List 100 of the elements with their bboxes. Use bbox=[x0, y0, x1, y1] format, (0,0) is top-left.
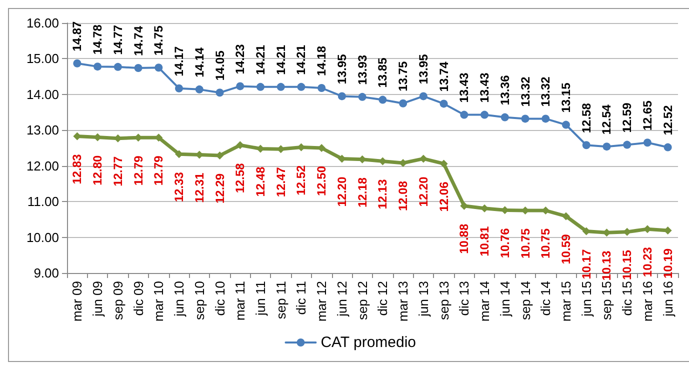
data-label: 10.19 bbox=[660, 248, 675, 279]
data-label: 12.58 bbox=[579, 102, 594, 134]
point bbox=[440, 160, 448, 168]
data-label: 14.75 bbox=[152, 25, 166, 56]
data-label: 14.05 bbox=[212, 50, 227, 81]
data-label: 12.79 bbox=[152, 155, 166, 186]
point bbox=[460, 110, 468, 119]
data-label: 13.75 bbox=[396, 61, 410, 92]
data-label: 12.80 bbox=[90, 154, 105, 186]
x-tick-label: jun 10 bbox=[172, 281, 187, 318]
y-tick-label: 14.00 bbox=[26, 86, 59, 102]
data-label: 14.87 bbox=[70, 21, 84, 52]
data-label: 14.17 bbox=[172, 46, 186, 76]
point bbox=[297, 82, 306, 91]
point bbox=[378, 96, 387, 104]
data-label: 14.21 bbox=[274, 44, 288, 75]
data-label: 13.15 bbox=[558, 82, 573, 113]
data-label: 12.18 bbox=[355, 177, 370, 208]
x-tick-label: dic 13 bbox=[456, 281, 472, 316]
data-label: 12.79 bbox=[131, 155, 146, 186]
x-tick-label: jun 16 bbox=[660, 281, 676, 318]
data-label: 14.18 bbox=[314, 46, 329, 76]
data-label: 10.75 bbox=[518, 228, 532, 259]
x-tick-label: mar 12 bbox=[314, 281, 330, 322]
point bbox=[562, 120, 570, 129]
data-label: 14.77 bbox=[110, 24, 125, 55]
point bbox=[236, 82, 244, 90]
point bbox=[154, 64, 163, 72]
data-label: 12.29 bbox=[212, 173, 227, 204]
data-label: 14.21 bbox=[294, 44, 308, 75]
data-label: 13.36 bbox=[498, 74, 512, 106]
data-label: 12.06 bbox=[436, 181, 451, 212]
data-label: 10.81 bbox=[478, 226, 492, 256]
x-tick-label: dic 11 bbox=[294, 281, 309, 315]
data-label: 12.48 bbox=[253, 166, 268, 197]
x-tick-label: jun 11 bbox=[252, 281, 268, 316]
x-tick-label: sep 09 bbox=[110, 281, 126, 320]
data-label: 13.32 bbox=[518, 76, 532, 107]
data-label: 13.85 bbox=[376, 57, 390, 88]
x-tick-label: sep 13 bbox=[436, 281, 452, 320]
point bbox=[643, 138, 652, 147]
x-tick-label: mar 10 bbox=[151, 281, 166, 322]
x-tick-label: jun 15 bbox=[578, 281, 594, 318]
data-label: 10.75 bbox=[538, 228, 553, 259]
data-label: 12.20 bbox=[416, 176, 430, 207]
data-label: 12.83 bbox=[70, 154, 84, 184]
point bbox=[195, 85, 204, 94]
x-tick-label: jun 14 bbox=[497, 281, 512, 318]
point bbox=[500, 113, 509, 122]
x-tick-label: sep 12 bbox=[354, 281, 370, 320]
data-label: 13.74 bbox=[436, 61, 451, 92]
data-label: 13.93 bbox=[355, 54, 370, 85]
point bbox=[419, 154, 428, 163]
data-label: 13.32 bbox=[538, 76, 553, 107]
x-tick-label: dic 15 bbox=[620, 281, 635, 316]
data-label: 10.13 bbox=[600, 250, 614, 281]
y-tick-label: 11.00 bbox=[27, 194, 59, 210]
data-label: 12.20 bbox=[334, 176, 349, 207]
y-tick-label: 16.00 bbox=[26, 16, 59, 30]
data-label: 12.13 bbox=[376, 178, 390, 210]
point bbox=[73, 59, 82, 68]
x-tick-label: mar 13 bbox=[396, 281, 411, 322]
x-tick-label: mar 09 bbox=[70, 281, 85, 322]
data-label: 12.54 bbox=[600, 104, 614, 135]
y-tick-label: 10.00 bbox=[26, 230, 59, 245]
data-label: 12.52 bbox=[660, 104, 675, 136]
x-tick-label: jun 09 bbox=[90, 281, 106, 318]
point bbox=[358, 92, 366, 101]
y-tick-label: 13.00 bbox=[26, 122, 59, 138]
data-label: 12.33 bbox=[172, 172, 186, 202]
point bbox=[562, 212, 570, 220]
data-label: 12.59 bbox=[620, 102, 634, 133]
data-label: 12.31 bbox=[192, 172, 206, 203]
data-label: 14.21 bbox=[253, 44, 268, 75]
data-label: 12.77 bbox=[110, 156, 125, 186]
data-label: 14.23 bbox=[233, 44, 248, 74]
data-label: 13.43 bbox=[457, 72, 472, 103]
data-label: 13.95 bbox=[334, 54, 349, 84]
point bbox=[94, 62, 102, 71]
data-label: 12.58 bbox=[233, 162, 248, 194]
x-tick-label: mar 14 bbox=[477, 281, 492, 322]
point bbox=[338, 92, 346, 100]
data-label: 10.17 bbox=[579, 248, 594, 280]
data-label: 14.14 bbox=[192, 47, 206, 78]
x-tick-label: dic 12 bbox=[375, 281, 390, 316]
point bbox=[602, 142, 611, 151]
x-tick-label: dic 14 bbox=[538, 281, 554, 316]
data-label: 12.47 bbox=[274, 166, 288, 198]
data-label: 10.88 bbox=[457, 224, 472, 254]
point bbox=[664, 143, 672, 152]
y-tick-label: 9.00 bbox=[34, 266, 59, 280]
data-label: 14.78 bbox=[90, 24, 105, 55]
x-tick-label: mar 11 bbox=[232, 281, 248, 320]
data-label: 12.65 bbox=[640, 100, 654, 131]
x-tick-label: dic 09 bbox=[130, 281, 146, 316]
point bbox=[175, 84, 184, 92]
x-tick-label: sep 15 bbox=[599, 281, 614, 320]
point bbox=[521, 114, 530, 123]
data-label: 12.52 bbox=[294, 164, 308, 196]
x-tick-label: jun 12 bbox=[334, 281, 350, 318]
